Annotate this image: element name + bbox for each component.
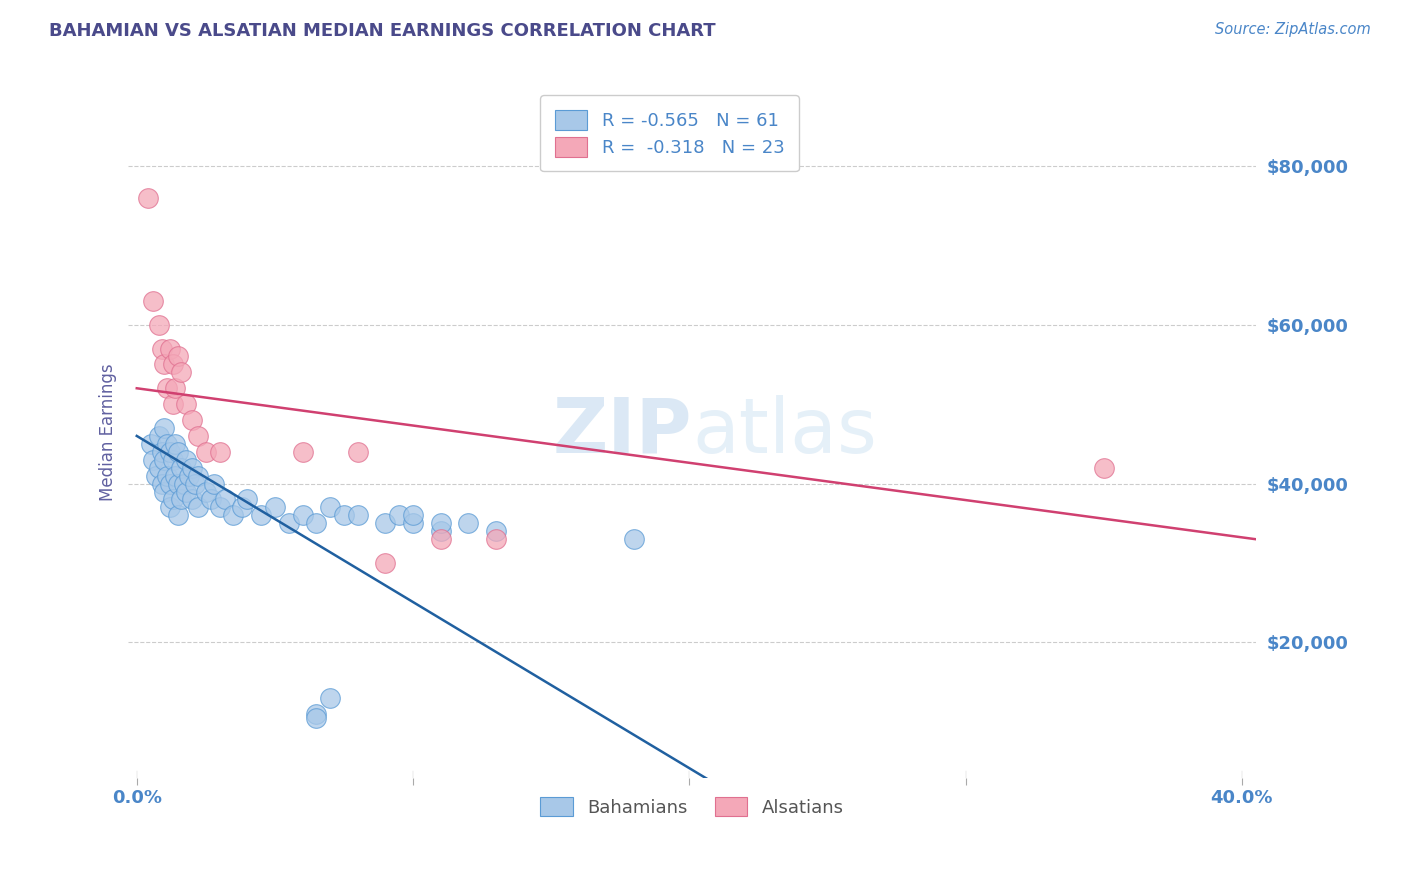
Point [319, 691, 342, 706]
Point [319, 500, 342, 515]
Point [139, 437, 162, 451]
Point [231, 500, 253, 515]
Point [333, 508, 356, 523]
Point [162, 492, 184, 507]
Point [148, 318, 170, 332]
Point [159, 445, 181, 459]
Point [159, 476, 181, 491]
Point [194, 445, 217, 459]
Point [153, 421, 176, 435]
Point [156, 381, 179, 395]
Point [186, 429, 208, 443]
Point [374, 556, 396, 570]
Point [170, 492, 193, 507]
Point [181, 413, 204, 427]
Text: Source: ZipAtlas.com: Source: ZipAtlas.com [1215, 22, 1371, 37]
Point [156, 437, 179, 451]
Point [181, 492, 204, 507]
Point [142, 293, 165, 308]
Point [402, 508, 425, 523]
Point [208, 445, 231, 459]
Point [208, 500, 231, 515]
Point [165, 381, 187, 395]
Point [457, 516, 479, 531]
Point [429, 524, 451, 539]
Point [167, 445, 190, 459]
Point [186, 468, 208, 483]
Point [148, 460, 170, 475]
Point [170, 460, 193, 475]
Point [305, 706, 328, 721]
Point [159, 342, 181, 356]
Point [264, 500, 287, 515]
Point [184, 476, 207, 491]
Text: BAHAMIAN VS ALSATIAN MEDIAN EARNINGS CORRELATION CHART: BAHAMIAN VS ALSATIAN MEDIAN EARNINGS COR… [49, 22, 716, 40]
Point [485, 524, 508, 539]
Text: ZIP: ZIP [553, 395, 692, 469]
Text: atlas: atlas [692, 395, 877, 469]
Point [153, 484, 176, 499]
Point [429, 516, 451, 531]
Point [429, 533, 451, 547]
Point [167, 476, 190, 491]
Point [176, 397, 198, 411]
Point [167, 508, 190, 523]
Point [305, 516, 328, 531]
Point [156, 468, 179, 483]
Y-axis label: Median Earnings: Median Earnings [100, 363, 117, 500]
Point [346, 508, 368, 523]
Point [173, 476, 195, 491]
Point [159, 500, 181, 515]
Point [162, 397, 184, 411]
Point [236, 492, 259, 507]
Point [153, 452, 176, 467]
Point [153, 358, 176, 372]
Point [402, 516, 425, 531]
Point [277, 516, 299, 531]
Point [165, 437, 187, 451]
Point [176, 452, 198, 467]
Point [222, 508, 245, 523]
Point [202, 476, 225, 491]
Point [186, 500, 208, 515]
Point [142, 452, 165, 467]
Point [150, 342, 173, 356]
Point [136, 191, 159, 205]
Point [170, 365, 193, 379]
Point [145, 468, 167, 483]
Point [305, 711, 328, 725]
Point [162, 452, 184, 467]
Legend: Bahamians, Alsatians: Bahamians, Alsatians [533, 789, 851, 824]
Point [148, 429, 170, 443]
Point [162, 358, 184, 372]
Point [181, 460, 204, 475]
Point [194, 484, 217, 499]
Point [179, 468, 201, 483]
Point [1092, 460, 1115, 475]
Point [388, 508, 411, 523]
Point [165, 468, 187, 483]
Point [250, 508, 273, 523]
Point [291, 508, 314, 523]
Point [176, 484, 198, 499]
Point [291, 445, 314, 459]
Point [346, 445, 368, 459]
Point [623, 533, 645, 547]
Point [200, 492, 222, 507]
Point [150, 476, 173, 491]
Point [150, 445, 173, 459]
Point [214, 492, 236, 507]
Point [485, 533, 508, 547]
Point [167, 350, 190, 364]
Point [374, 516, 396, 531]
